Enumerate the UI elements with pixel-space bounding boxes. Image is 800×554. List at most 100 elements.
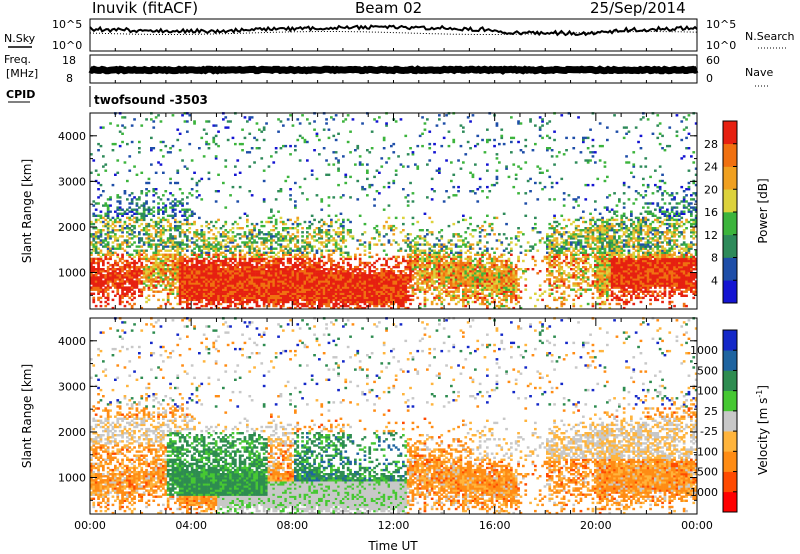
power-cell — [267, 282, 271, 285]
power-cell — [392, 179, 396, 183]
power-cell — [457, 265, 460, 269]
power-cell — [339, 292, 343, 295]
power-cell — [198, 265, 201, 269]
power-cell — [212, 245, 216, 248]
power-cell — [205, 265, 208, 269]
power-cell — [97, 298, 100, 302]
power-cell — [229, 296, 232, 300]
power-cell — [150, 268, 153, 271]
power-cell — [260, 284, 264, 287]
power-cell — [387, 304, 391, 308]
power-cell — [315, 276, 319, 279]
power-cell — [195, 286, 199, 289]
power-cell — [358, 270, 362, 273]
power-cell — [186, 268, 189, 271]
power-cell — [255, 276, 259, 279]
power-cell — [342, 261, 345, 265]
power-cell — [392, 298, 396, 302]
power-cell — [298, 294, 302, 297]
power-cell — [154, 261, 158, 265]
power-cell — [130, 265, 134, 269]
power-cell — [265, 265, 268, 269]
power-cell — [246, 218, 249, 222]
power-cell — [174, 253, 177, 256]
power-cell — [116, 194, 120, 197]
power-cell — [418, 276, 422, 279]
power-cell — [188, 294, 192, 297]
power-cell — [382, 243, 386, 246]
power-cell — [133, 265, 136, 269]
power-cell — [145, 296, 148, 300]
power-cell — [457, 276, 460, 279]
power-cell — [421, 257, 424, 261]
power-cell — [190, 263, 194, 267]
power-cell — [99, 183, 103, 187]
power-cell — [258, 247, 261, 250]
power-cell — [426, 298, 429, 302]
power-cell — [114, 282, 117, 285]
power-cell — [303, 247, 307, 250]
power-cell — [262, 241, 266, 244]
power-cell — [205, 288, 208, 291]
power-cell — [438, 259, 441, 263]
power-cell — [342, 290, 345, 293]
power-cell — [426, 229, 429, 232]
power-cell — [162, 278, 165, 281]
power-cell — [327, 270, 331, 273]
power-cell — [243, 280, 247, 283]
power-cell — [171, 243, 175, 246]
power-cell — [210, 300, 213, 304]
power-cell — [399, 274, 403, 277]
power-cell — [126, 239, 129, 242]
power-cell — [378, 278, 381, 281]
power-cell — [193, 120, 196, 123]
power-cell — [289, 298, 292, 302]
power-cell — [469, 272, 472, 275]
power-cell — [296, 296, 300, 300]
power-cell — [114, 235, 117, 238]
power-cell — [433, 249, 436, 252]
power-cell — [243, 286, 247, 289]
power-cell — [190, 278, 194, 281]
power-cell — [174, 257, 177, 261]
power-cell — [325, 298, 328, 302]
power-cell — [248, 132, 252, 135]
power-cell — [255, 261, 259, 265]
power-cell — [368, 282, 372, 285]
power-cell — [279, 296, 283, 300]
power-cell — [342, 288, 345, 291]
power-cell — [454, 243, 458, 246]
power-cell — [217, 284, 220, 287]
power-cell — [344, 304, 348, 308]
power-cell — [178, 233, 182, 236]
power-cell — [313, 292, 316, 295]
power-cell — [462, 126, 465, 129]
power-cell — [178, 278, 182, 281]
power-cell — [152, 268, 156, 271]
power-cell — [248, 300, 252, 304]
power-cell — [267, 276, 271, 279]
power-cell — [99, 296, 103, 300]
power-cell — [435, 272, 439, 275]
power-cell — [279, 274, 283, 277]
power-cell — [99, 144, 103, 148]
power-cell — [140, 245, 144, 248]
power-cell — [315, 290, 319, 293]
power-cell — [195, 229, 199, 232]
power-cell — [258, 253, 261, 256]
power-cell — [430, 292, 434, 295]
power-cell — [262, 300, 266, 304]
power-cell — [183, 259, 187, 263]
power-cell — [106, 222, 110, 226]
power-cell — [178, 224, 182, 228]
power-cell — [414, 249, 417, 252]
power-cell — [121, 270, 124, 273]
power-cell — [411, 288, 415, 291]
power-cell — [334, 284, 338, 287]
power-cell — [361, 188, 364, 191]
power-cell — [183, 243, 187, 246]
power-cell — [111, 268, 115, 271]
power-cell — [322, 270, 326, 273]
power-cell — [262, 298, 266, 302]
